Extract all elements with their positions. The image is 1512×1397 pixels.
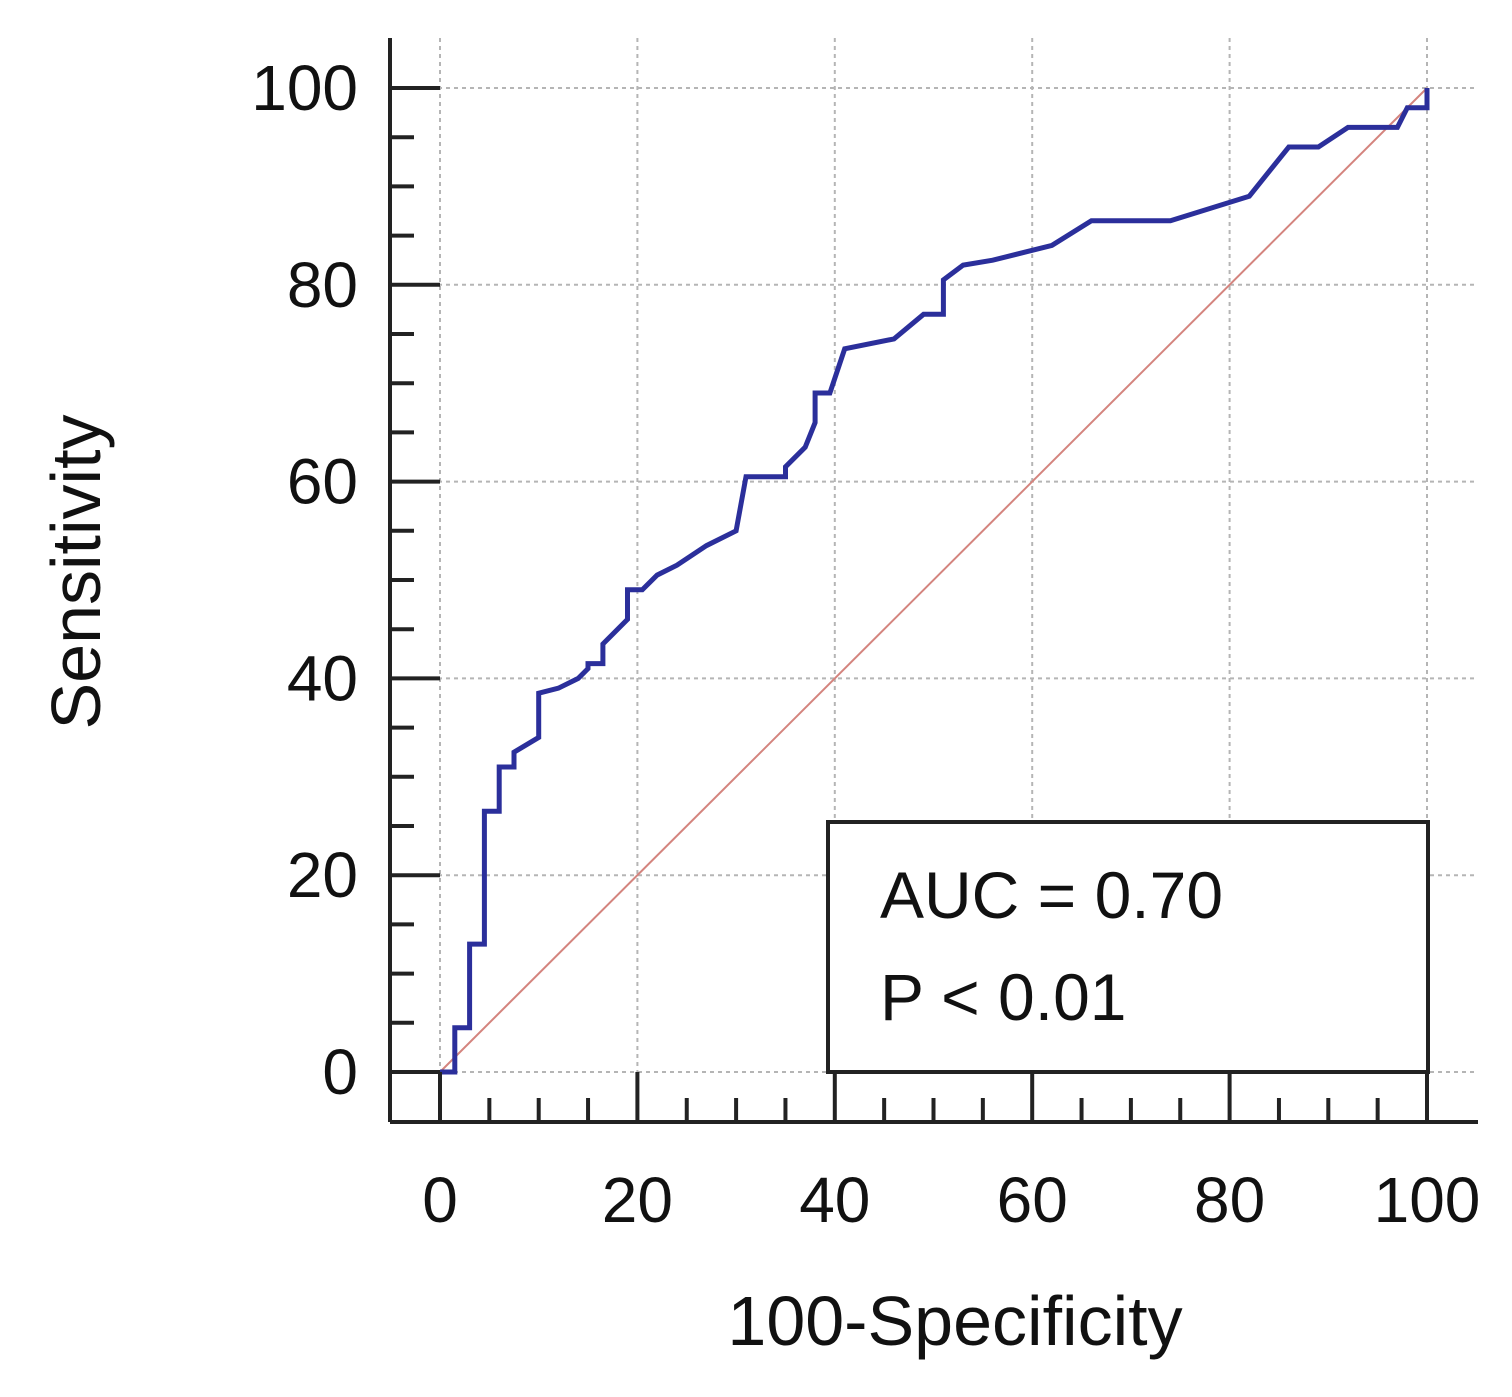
x-tick-label: 0	[422, 1164, 458, 1236]
roc-curve-line	[440, 88, 1430, 1075]
auc-label: AUC = 0.70	[880, 858, 1223, 932]
auc-annotation-box: AUC = 0.70 P < 0.01	[826, 820, 1430, 1074]
axes	[388, 38, 1478, 1124]
x-tick-label: 60	[997, 1164, 1068, 1236]
y-tick-label: 100	[251, 52, 358, 124]
reference-diagonal-line	[439, 87, 1428, 1073]
y-tick-label: 20	[287, 839, 358, 911]
x-axis-title: 100-Specificity	[727, 1282, 1182, 1360]
y-tick-label: 40	[287, 642, 358, 714]
reference-line-layer	[439, 87, 1428, 1073]
x-tick-label: 40	[799, 1164, 870, 1236]
p-value-label: P < 0.01	[880, 960, 1127, 1034]
y-tick-label: 60	[287, 446, 358, 518]
annotation-border	[826, 820, 1430, 1074]
tick-labels: 0 20 40 60 80 100 0 20 40 60 80 100	[251, 52, 1480, 1236]
y-tick-label: 80	[287, 249, 358, 321]
x-tick-label: 20	[602, 1164, 673, 1236]
x-tick-label: 80	[1194, 1164, 1265, 1236]
y-tick-label: 0	[322, 1036, 358, 1108]
x-tick-label: 100	[1374, 1164, 1481, 1236]
y-axis-title: Sensitivity	[37, 414, 115, 729]
roc-series-layer	[440, 88, 1430, 1075]
